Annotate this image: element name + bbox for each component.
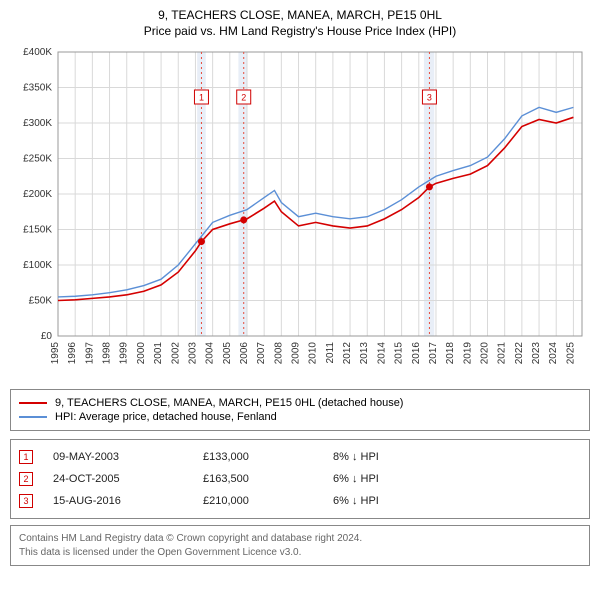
y-tick-label: £200K <box>23 189 52 200</box>
y-tick-label: £250K <box>23 154 52 165</box>
x-tick-label: 2018 <box>445 342 456 365</box>
x-tick-label: 2019 <box>462 342 473 365</box>
sale-marker-number: 1 <box>199 93 204 103</box>
sale-marker-number: 2 <box>241 93 246 103</box>
x-tick-label: 2011 <box>325 342 336 364</box>
transactions-table: 1 09-MAY-2003£133,0008% ↓ HPI 2 24-OCT-2005… <box>10 439 590 519</box>
transaction-date: 24-OCT-2005 <box>53 473 203 485</box>
legend-label: HPI: Average price, detached house, Fenl… <box>55 411 277 423</box>
chart-container: 9, TEACHERS CLOSE, MANEA, MARCH, PE15 0H… <box>0 0 600 574</box>
x-tick-label: 2003 <box>187 342 198 365</box>
x-tick-label: 2014 <box>376 342 387 365</box>
x-tick-label: 2024 <box>548 342 559 365</box>
x-tick-label: 2023 <box>531 342 542 365</box>
legend-row: HPI: Average price, detached house, Fenl… <box>19 410 581 424</box>
x-tick-label: 2025 <box>565 342 576 365</box>
x-tick-label: 2017 <box>428 342 439 365</box>
sale-point <box>426 183 433 190</box>
transaction-diff: 8% ↓ HPI <box>333 451 581 463</box>
x-tick-label: 2009 <box>291 342 302 365</box>
chart-area: £0 £50K £100K £150K £200K £250K £300K £350K £400… <box>10 46 590 381</box>
y-tick-label: £100K <box>23 260 52 271</box>
x-tick-label: 1998 <box>102 342 113 365</box>
sale-point <box>240 216 247 223</box>
transaction-marker: 3 <box>19 494 33 508</box>
footer-attribution: Contains HM Land Registry data © Crown c… <box>10 525 590 566</box>
legend: 9, TEACHERS CLOSE, MANEA, MARCH, PE15 0H… <box>10 389 590 431</box>
transaction-marker: 1 <box>19 450 33 464</box>
x-tick-label: 2022 <box>514 342 525 365</box>
line-chart-svg: £0 £50K £100K £150K £200K £250K £300K £350K £400… <box>10 46 590 376</box>
transaction-price: £210,000 <box>203 495 333 507</box>
x-tick-label: 1996 <box>67 342 78 365</box>
x-tick-label: 2015 <box>394 342 405 365</box>
transaction-date: 09-MAY-2003 <box>53 451 203 463</box>
transaction-row: 1 09-MAY-2003£133,0008% ↓ HPI <box>19 446 581 468</box>
legend-swatch <box>19 402 47 404</box>
x-tick-label: 2013 <box>359 342 370 365</box>
x-tick-label: 2010 <box>308 342 319 365</box>
transaction-row: 3 15-AUG-2016£210,0006% ↓ HPI <box>19 490 581 512</box>
x-tick-label: 2006 <box>239 342 250 365</box>
legend-label: 9, TEACHERS CLOSE, MANEA, MARCH, PE15 0H… <box>55 397 403 409</box>
y-tick-label: £50K <box>29 296 53 307</box>
x-tick-label: 2016 <box>411 342 422 365</box>
legend-swatch <box>19 416 47 418</box>
x-tick-label: 1999 <box>119 342 130 365</box>
x-tick-label: 2020 <box>480 342 491 365</box>
x-tick-label: 1995 <box>50 342 61 365</box>
y-tick-label: £400K <box>23 47 52 58</box>
x-tick-label: 2004 <box>205 342 216 365</box>
x-tick-label: 2021 <box>497 342 508 365</box>
footer-line2: This data is licensed under the Open Gov… <box>19 546 581 560</box>
x-tick-label: 1997 <box>84 342 95 365</box>
y-tick-label: £0 <box>41 331 53 342</box>
transaction-diff: 6% ↓ HPI <box>333 495 581 507</box>
transaction-price: £133,000 <box>203 451 333 463</box>
transaction-date: 15-AUG-2016 <box>53 495 203 507</box>
y-tick-label: £150K <box>23 225 52 236</box>
transaction-diff: 6% ↓ HPI <box>333 473 581 485</box>
transaction-row: 2 24-OCT-2005£163,5006% ↓ HPI <box>19 468 581 490</box>
y-tick-label: £350K <box>23 83 52 94</box>
x-tick-label: 2007 <box>256 342 267 365</box>
footer-line1: Contains HM Land Registry data © Crown c… <box>19 532 581 546</box>
transaction-marker: 2 <box>19 472 33 486</box>
x-tick-label: 2000 <box>136 342 147 365</box>
sale-point <box>198 238 205 245</box>
x-tick-label: 2005 <box>222 342 233 365</box>
title-subtitle: Price paid vs. HM Land Registry's House … <box>10 24 590 38</box>
sale-marker-number: 3 <box>427 93 432 103</box>
title-address: 9, TEACHERS CLOSE, MANEA, MARCH, PE15 0H… <box>10 8 590 22</box>
legend-row: 9, TEACHERS CLOSE, MANEA, MARCH, PE15 0H… <box>19 396 581 410</box>
y-tick-label: £300K <box>23 118 52 129</box>
x-tick-label: 2008 <box>273 342 284 365</box>
x-tick-label: 2001 <box>153 342 164 365</box>
x-tick-label: 2012 <box>342 342 353 365</box>
transaction-price: £163,500 <box>203 473 333 485</box>
x-tick-label: 2002 <box>170 342 181 365</box>
